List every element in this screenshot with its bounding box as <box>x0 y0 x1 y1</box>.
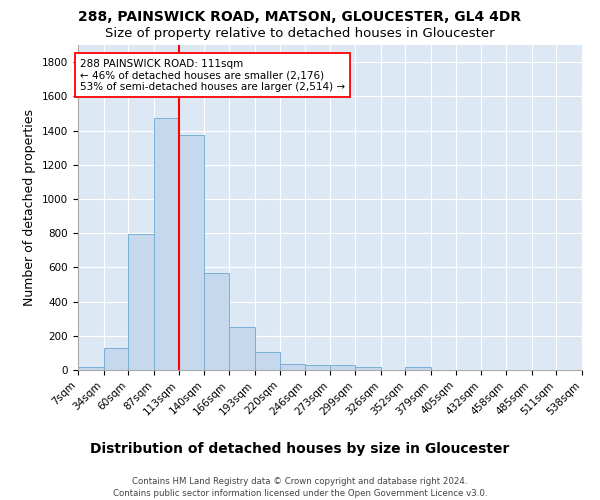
Bar <box>305 365 331 370</box>
Text: Distribution of detached houses by size in Gloucester: Distribution of detached houses by size … <box>91 442 509 456</box>
Bar <box>254 352 280 370</box>
Bar <box>204 272 229 370</box>
Bar <box>229 327 254 370</box>
Bar <box>104 348 128 370</box>
Y-axis label: Number of detached properties: Number of detached properties <box>23 109 37 306</box>
Bar <box>128 234 154 370</box>
Text: 288, PAINSWICK ROAD, MATSON, GLOUCESTER, GL4 4DR: 288, PAINSWICK ROAD, MATSON, GLOUCESTER,… <box>79 10 521 24</box>
Bar <box>154 118 179 370</box>
Bar <box>280 364 305 370</box>
Text: Contains HM Land Registry data © Crown copyright and database right 2024.: Contains HM Land Registry data © Crown c… <box>132 478 468 486</box>
Text: Contains public sector information licensed under the Open Government Licence v3: Contains public sector information licen… <box>113 489 487 498</box>
Bar <box>355 368 381 370</box>
Bar <box>331 365 355 370</box>
Bar <box>406 366 431 370</box>
Text: 288 PAINSWICK ROAD: 111sqm
← 46% of detached houses are smaller (2,176)
53% of s: 288 PAINSWICK ROAD: 111sqm ← 46% of deta… <box>80 58 345 92</box>
Text: Size of property relative to detached houses in Gloucester: Size of property relative to detached ho… <box>105 28 495 40</box>
Bar <box>179 135 204 370</box>
Bar <box>78 368 104 370</box>
